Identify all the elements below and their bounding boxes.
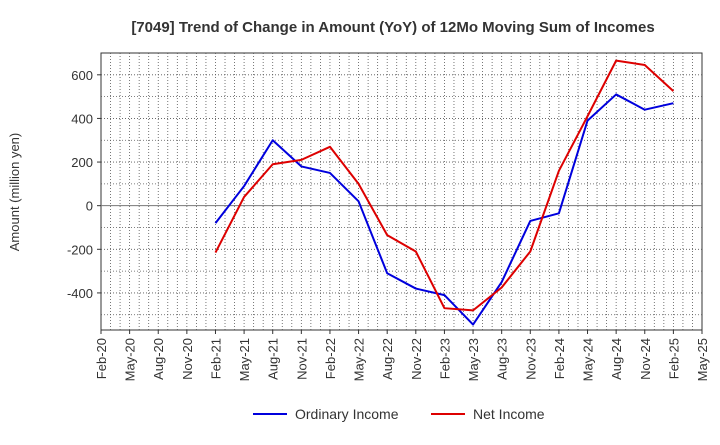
x-tick-label: Feb-20: [94, 338, 109, 379]
x-tick-label: Aug-21: [266, 338, 281, 380]
x-tick-label: Aug-22: [380, 338, 395, 380]
y-tick-label: -200: [67, 242, 93, 257]
plot-frame: [100, 52, 703, 331]
chart-title: [7049] Trend of Change in Amount (YoY) o…: [131, 19, 654, 36]
x-tick-label: May-21: [237, 338, 252, 381]
x-tick-label: Feb-24: [552, 338, 567, 379]
x-tick-label: May-20: [123, 338, 138, 381]
y-tick-label: 600: [71, 68, 93, 83]
y-tick-label: -400: [67, 286, 93, 301]
x-tick-label: Nov-21: [294, 338, 309, 380]
x-tick-label: Feb-23: [437, 338, 452, 379]
x-tick-label: Nov-20: [180, 338, 195, 380]
x-tick-label: Feb-21: [208, 338, 223, 379]
x-tick-label: May-25: [695, 338, 710, 381]
series-line-ordinary-income: [214, 93, 674, 326]
series-layer: [214, 59, 675, 326]
series-line-net-income: [214, 59, 675, 312]
x-tick-label: Feb-22: [323, 338, 338, 379]
y-tick-label: 400: [71, 111, 93, 126]
x-tick-label: Nov-22: [409, 338, 424, 380]
legend-label: Net Income: [473, 406, 545, 422]
x-tick-label: May-24: [581, 338, 596, 381]
x-tick-label: Nov-24: [638, 338, 653, 380]
x-tick-label: Nov-23: [523, 338, 538, 380]
grid-layer: [100, 52, 703, 331]
y-tick-label: 200: [71, 155, 93, 170]
x-tick-label: Aug-23: [495, 338, 510, 380]
legend: Ordinary Income Net Income: [253, 406, 545, 422]
x-tick-label: Feb-25: [666, 338, 681, 379]
x-tick-label: May-23: [466, 338, 481, 381]
axis-layer: -400 -200 0 200 400 600 Feb-20 May-20 Aug-20 Nov-…: [67, 68, 710, 382]
x-tick-label: May-22: [352, 338, 367, 381]
x-tick-label: Aug-20: [151, 338, 166, 380]
y-tick-label: 0: [86, 199, 93, 214]
x-tick-label: Aug-24: [609, 338, 624, 380]
legend-label: Ordinary Income: [295, 406, 399, 422]
y-axis-label: Amount (million yen): [7, 133, 22, 252]
